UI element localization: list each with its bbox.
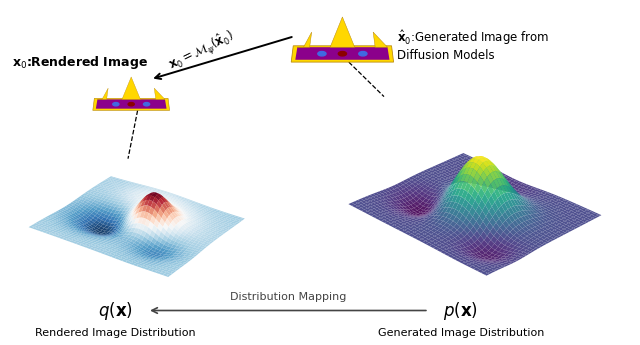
Text: Rendered Image Distribution: Rendered Image Distribution	[35, 328, 195, 338]
Polygon shape	[373, 32, 387, 47]
Polygon shape	[93, 98, 170, 110]
Text: $p(\mathbf{x})$: $p(\mathbf{x})$	[444, 299, 478, 322]
Polygon shape	[96, 99, 166, 109]
Text: $\mathbf{x}_0$:Rendered Image: $\mathbf{x}_0$:Rendered Image	[12, 53, 147, 71]
Circle shape	[128, 102, 134, 106]
Polygon shape	[295, 47, 390, 60]
Polygon shape	[122, 77, 140, 99]
Text: $q(\mathbf{x})$: $q(\mathbf{x})$	[98, 299, 132, 322]
Text: Distribution Mapping: Distribution Mapping	[230, 292, 346, 302]
Circle shape	[339, 51, 346, 56]
Circle shape	[318, 51, 326, 56]
Circle shape	[359, 51, 367, 56]
Polygon shape	[291, 46, 394, 62]
Polygon shape	[330, 17, 355, 47]
Polygon shape	[298, 32, 312, 47]
Text: $\hat{\mathbf{x}}_0$:Generated Image from
Diffusion Models: $\hat{\mathbf{x}}_0$:Generated Image fro…	[397, 28, 549, 61]
Text: $\mathbf{x}_0=\mathcal{M}_{\psi}(\hat{\mathbf{x}}_0)$: $\mathbf{x}_0=\mathcal{M}_{\psi}(\hat{\m…	[165, 26, 238, 75]
Text: Generated Image Distribution: Generated Image Distribution	[378, 328, 544, 338]
Circle shape	[113, 102, 119, 106]
Circle shape	[143, 102, 150, 106]
Polygon shape	[97, 88, 108, 99]
Polygon shape	[154, 88, 165, 99]
